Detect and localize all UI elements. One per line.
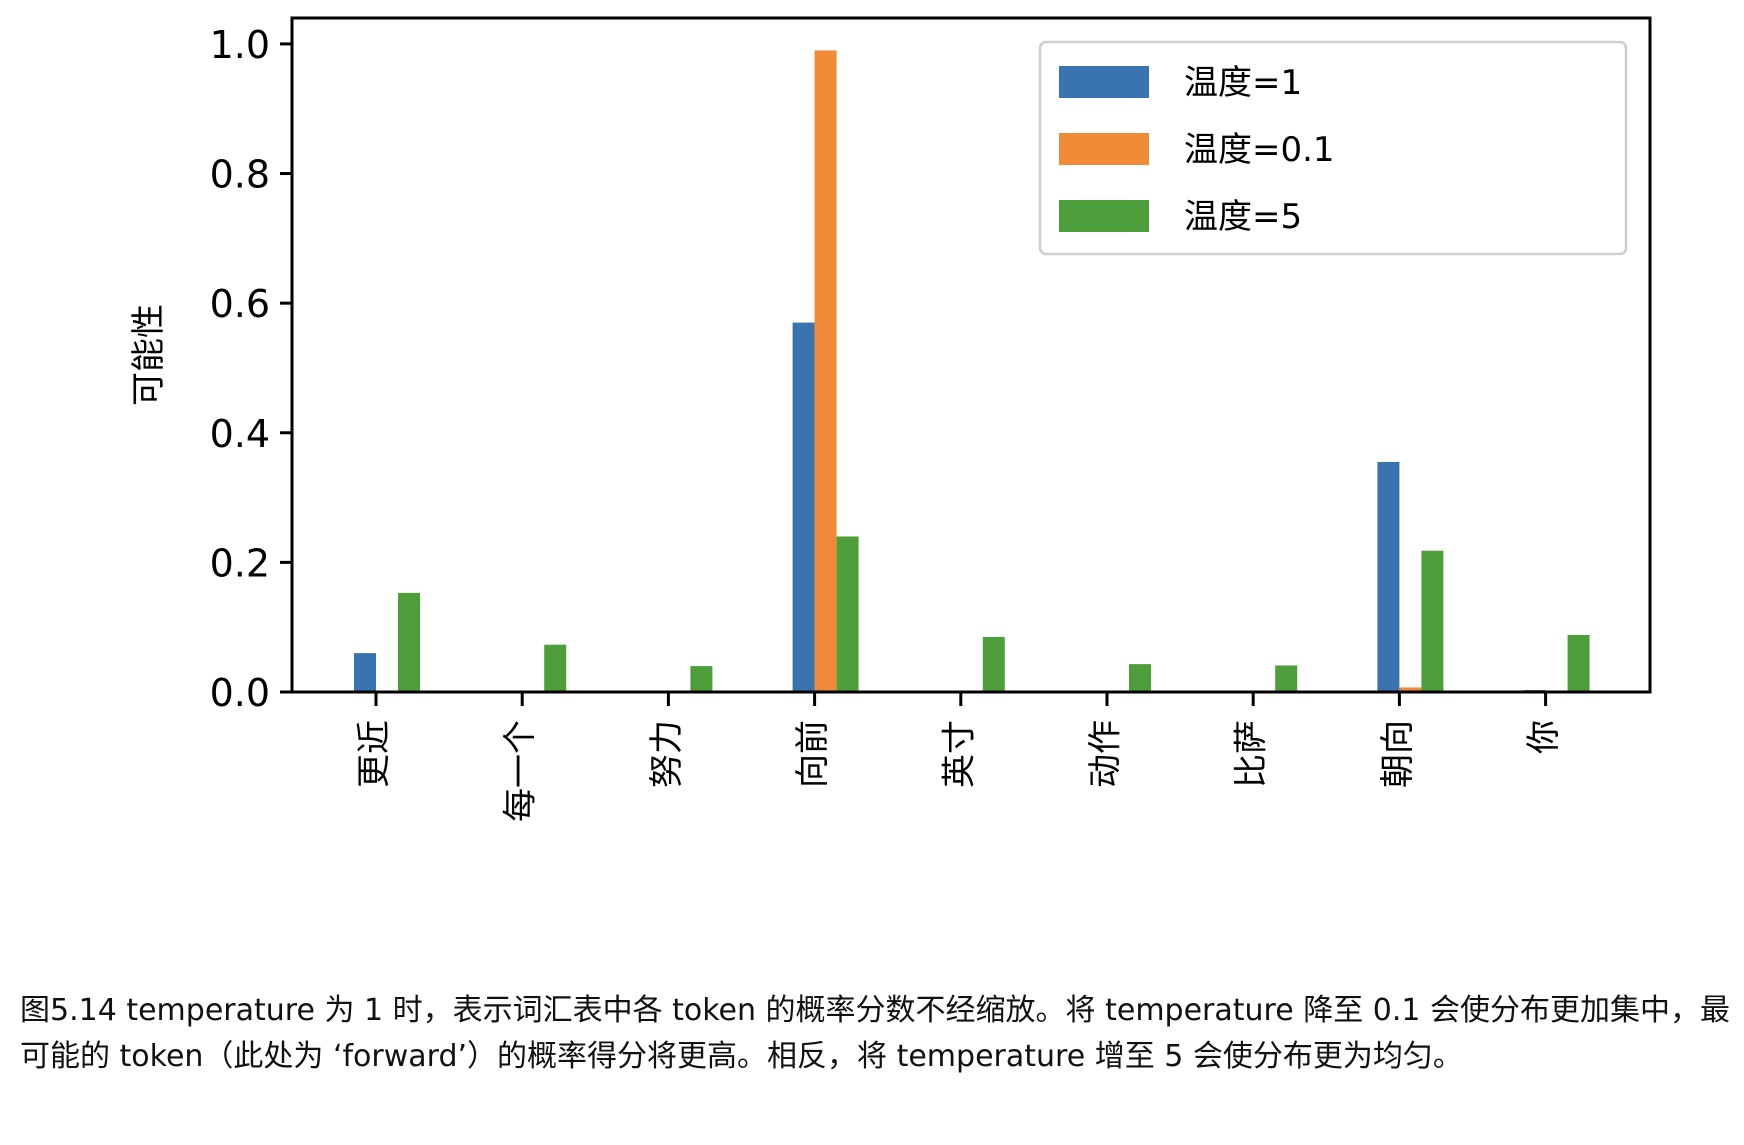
y-axis: 0.0 0.2 0.4 0.6 0.8 1.0 (210, 23, 292, 715)
legend-swatch (1059, 133, 1149, 165)
legend: 温度=1 温度=0.1 温度=5 (1038, 40, 1628, 256)
bar (398, 592, 420, 692)
y-tick-label: 0.6 (210, 282, 270, 326)
x-tick-label: 向前 (793, 720, 833, 788)
bar (1399, 687, 1422, 692)
figure-caption: 图5.14 temperature 为 1 时，表示词汇表中各 token 的概… (20, 993, 1730, 1074)
x-tick-label: 动作 (1086, 720, 1126, 788)
legend-frame (1038, 40, 1628, 256)
bar (1567, 634, 1590, 692)
y-tick-label: 0.2 (210, 541, 270, 585)
legend-label: 温度=0.1 (1184, 130, 1335, 170)
bar (354, 653, 376, 692)
x-tick-label: 英寸 (939, 720, 979, 788)
legend-label: 温度=1 (1184, 63, 1302, 103)
x-axis: 更近 每一个 努力 向前 英寸 动作 比萨 朝向 你 (355, 692, 1564, 822)
bar (544, 644, 567, 692)
y-tick-label: 0.4 (210, 412, 270, 456)
bar (1421, 550, 1444, 692)
legend-swatch (1059, 200, 1149, 232)
x-tick-label: 朝向 (1378, 720, 1418, 788)
legend-label: 温度=5 (1184, 197, 1302, 237)
y-tick-label: 1.0 (210, 23, 270, 67)
bar (982, 636, 1005, 692)
legend-swatch (1059, 66, 1149, 98)
x-tick-label: 你 (1524, 720, 1564, 754)
bar (690, 666, 713, 692)
x-tick-label: 每一个 (501, 720, 541, 822)
plot-frame (290, 16, 1652, 694)
bar (814, 50, 837, 692)
bar (1275, 665, 1298, 692)
x-tick-label: 比萨 (1232, 720, 1272, 788)
bar (792, 322, 815, 692)
bar (836, 536, 859, 692)
bars-layer (354, 50, 1590, 692)
x-tick-label: 努力 (647, 720, 687, 788)
y-tick-label: 0.0 (210, 671, 270, 715)
y-tick-label: 0.8 (210, 153, 270, 197)
bar-chart: 0.0 0.2 0.4 0.6 0.8 1.0 更近 每一个 努力 向前 英寸 动作 比萨 朝向 你 可能… (129, 16, 1652, 822)
x-tick-label: 更近 (355, 720, 395, 788)
bar (1377, 461, 1400, 692)
bar (1129, 664, 1151, 692)
y-axis-label: 可能性 (129, 304, 169, 406)
